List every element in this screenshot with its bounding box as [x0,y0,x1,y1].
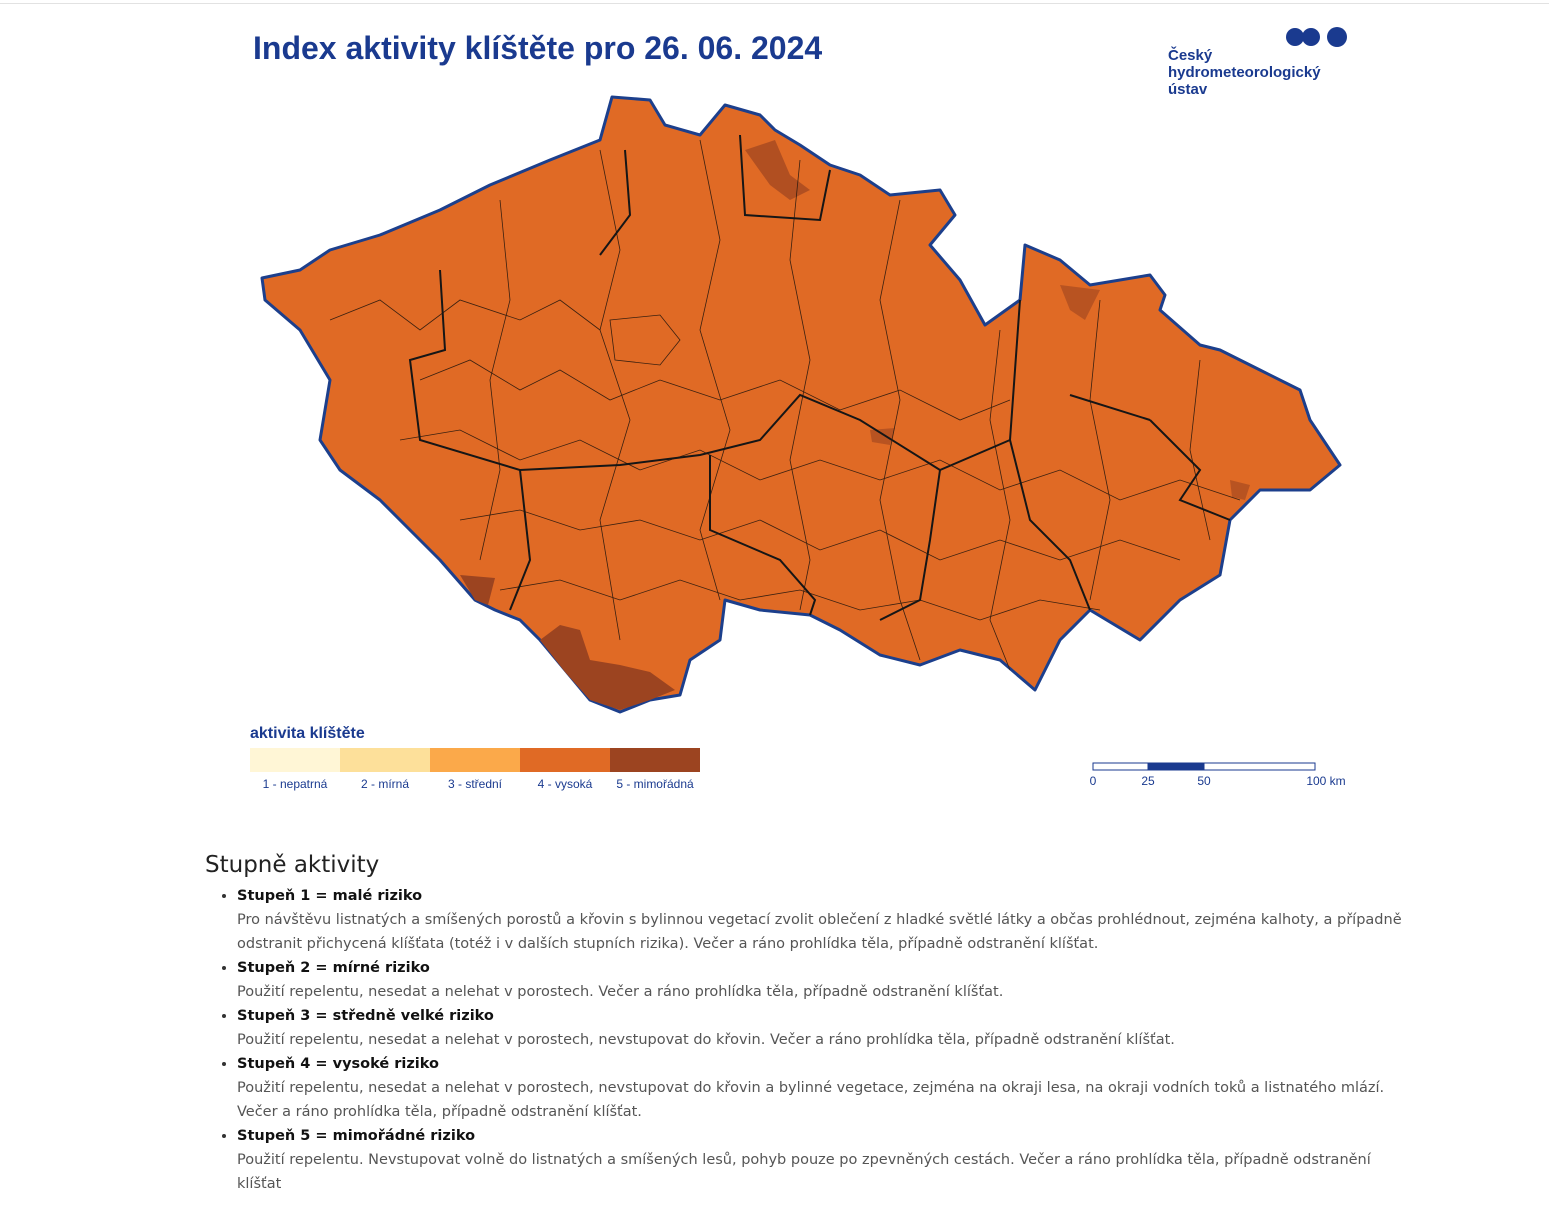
logo-dot [1302,28,1320,46]
activity-list: Stupeň 1 = malé riziko Pro návštěvu listn… [205,884,1405,1196]
item-text: Použití repelentu, nesedat a nelehat v p… [237,1080,1385,1120]
item-text: Pro návštěvu listnatých a smíšených poro… [237,912,1402,952]
item-text: Použití repelentu, nesedat a nelehat v p… [237,984,1004,1000]
logo-text: ústav [1168,81,1208,98]
legend-label: 1 - nepatrná [263,777,328,791]
item-text: Použití repelentu. Nevstupovat volně do … [237,1152,1371,1192]
hotspot [540,625,675,710]
section-heading: Stupně aktivity [205,852,380,878]
logo-text: Český [1168,46,1213,64]
legend-label: 4 - vysoká [538,777,593,791]
region-borders [408,134,1231,621]
activity-item: Stupeň 4 = vysoké riziko Použití repelent… [237,1052,1405,1124]
scale-bar: 0 25 50 100 km [1090,762,1346,788]
logo-text: hydrometeorologický [1168,64,1321,81]
legend-label: 2 - mírná [361,777,409,791]
legend-swatch [610,748,700,772]
activity-item: Stupeň 3 = středně velké riziko Použití r… [237,1004,1405,1052]
item-text: Použití repelentu, nesedat a nelehat v p… [237,1032,1175,1048]
map-figure: Index aktivity klíštěte pro 26. 06. 2024… [250,27,1347,791]
country-map [260,95,1342,714]
scale-label: 50 [1197,774,1211,788]
legend-label: 5 - mimořádná [616,777,694,791]
item-title: Stupeň 1 = malé riziko [237,888,423,904]
hotspot [745,140,810,200]
legend-title: aktivita klíštěte [250,725,365,742]
legend: 1 - nepatrná 2 - mírná 3 - střední 4 - vyso… [250,748,700,791]
logo-dot [1286,28,1304,46]
hotspot [1060,285,1100,320]
activity-section: Stupně aktivity Stupeň 1 = malé riziko Pr… [205,852,1405,1196]
item-title: Stupeň 3 = středně velké riziko [237,1008,494,1024]
activity-item: Stupeň 5 = mimořádné riziko Použití repel… [237,1124,1405,1196]
scale-segment [1203,762,1316,771]
hotspots [460,140,1250,710]
scale-label: 100 km [1306,774,1345,788]
scale-label: 0 [1090,774,1097,788]
scale-segment [1147,762,1205,771]
scale-segment [1092,762,1149,771]
hotspot [1230,480,1250,500]
top-border [0,3,1549,4]
item-title: Stupeň 4 = vysoké riziko [237,1056,439,1072]
scale-label: 25 [1141,774,1155,788]
activity-item: Stupeň 2 = mírné riziko Použití repelentu… [237,956,1405,1004]
legend-swatch [520,748,610,772]
legend-swatch [430,748,520,772]
activity-item: Stupeň 1 = malé riziko Pro návštěvu listn… [237,884,1405,956]
legend-swatch [340,748,430,772]
legend-label: 3 - střední [448,777,503,791]
hotspot [460,575,495,605]
item-title: Stupeň 2 = mírné riziko [237,960,430,976]
item-title: Stupeň 5 = mimořádné riziko [237,1128,476,1144]
logo-dot [1327,27,1347,47]
hotspot [870,428,895,445]
legend-swatch [250,748,340,772]
map-title: Index aktivity klíštěte pro 26. 06. 2024 [253,30,822,66]
